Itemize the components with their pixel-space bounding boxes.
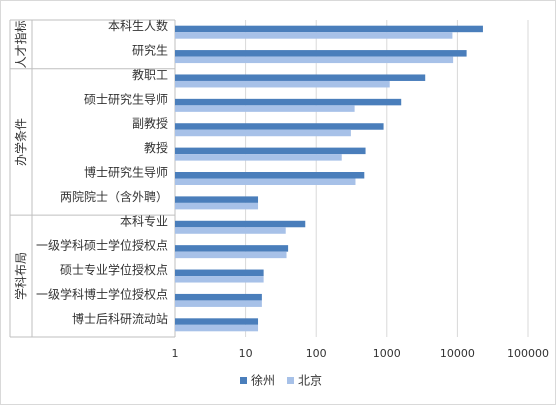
bar-xuzhou [175, 196, 259, 203]
legend: 徐州 北京 [240, 373, 322, 388]
bar-xuzhou [175, 220, 306, 228]
bar-beijing [175, 80, 390, 88]
category-label: 博士后科研流动站 [72, 311, 168, 326]
bar-xuzhou [175, 98, 402, 106]
legend-swatch [240, 377, 247, 384]
bar-beijing [175, 324, 259, 332]
gridlines [174, 20, 529, 337]
category-label: 硕士研究生导师 [84, 91, 168, 106]
bar-xuzhou [175, 172, 365, 179]
bar-xuzhou [175, 123, 384, 130]
bars [175, 25, 483, 332]
category-label: 教职工 [132, 67, 168, 82]
category-label: 一级学科硕士学位授权点 [36, 238, 168, 253]
category-label: 一级学科博士学位授权点 [36, 286, 168, 301]
bar-beijing [175, 300, 262, 307]
group-label: 人才指标 [13, 20, 28, 68]
category-label: 本科专业 [120, 213, 168, 228]
bar-beijing [175, 56, 454, 64]
category-label: 教授 [144, 140, 168, 155]
x-tick-label: 10000 [440, 347, 475, 360]
category-label: 副教授 [132, 116, 168, 131]
bar-beijing [175, 276, 264, 283]
bar-xuzhou [175, 245, 289, 252]
group-label: 办学条件 [13, 118, 28, 166]
x-tick-label: 1000 [373, 347, 401, 360]
category-label: 博士研究生导师 [84, 165, 168, 180]
bar-beijing [175, 129, 351, 137]
bar-xuzhou [175, 293, 262, 301]
category-label: 本科生人数 [108, 18, 168, 33]
bar-beijing [175, 178, 356, 185]
bar-beijing [175, 105, 355, 112]
bar-xuzhou [175, 74, 426, 81]
category-label: 硕士专业学位授权点 [60, 262, 168, 277]
bar-xuzhou [175, 147, 366, 155]
bar-xuzhou [175, 269, 264, 277]
bar-beijing [175, 202, 259, 210]
bar-beijing [175, 32, 453, 39]
category-label: 研究生 [132, 43, 168, 58]
x-tick-labels: 1 10 100 1000 10000 100000 [172, 347, 550, 360]
legend-label: 北京 [298, 374, 322, 388]
legend-swatch [287, 377, 294, 384]
bar-beijing [175, 154, 342, 161]
bar-xuzhou [175, 25, 483, 33]
bar-beijing [175, 227, 286, 234]
legend-label: 徐州 [251, 373, 275, 388]
x-tick-label: 100000 [507, 347, 549, 360]
bar-xuzhou [175, 318, 259, 325]
category-label: 两院院士（含外聘） [60, 189, 168, 204]
x-tick-label: 100 [306, 347, 327, 360]
bar-beijing [175, 251, 287, 259]
group-label: 学科布局 [13, 252, 28, 300]
x-tick-label: 10 [239, 347, 253, 360]
x-tick-label: 1 [172, 347, 179, 360]
bar-xuzhou [175, 50, 467, 57]
